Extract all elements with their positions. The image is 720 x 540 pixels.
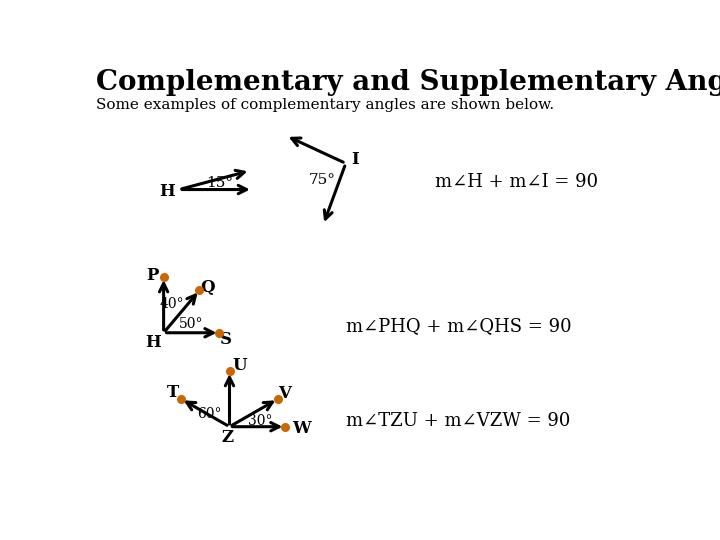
Text: Z: Z xyxy=(222,429,234,446)
Text: S: S xyxy=(220,331,232,348)
Text: H: H xyxy=(145,334,161,352)
Text: 30°: 30° xyxy=(248,414,273,428)
Text: U: U xyxy=(233,356,247,374)
Text: m∠TZU + m∠VZW = 90: m∠TZU + m∠VZW = 90 xyxy=(346,411,570,429)
Text: 75°: 75° xyxy=(309,173,336,187)
Text: Some examples of complementary angles are shown below.: Some examples of complementary angles ar… xyxy=(96,98,554,112)
Text: T: T xyxy=(167,384,179,401)
Text: m∠H + m∠I = 90: m∠H + m∠I = 90 xyxy=(435,173,598,191)
Text: Complementary and Supplementary Angles: Complementary and Supplementary Angles xyxy=(96,69,720,96)
Text: 60°: 60° xyxy=(197,407,222,421)
Text: 50°: 50° xyxy=(179,318,204,332)
Text: P: P xyxy=(147,267,159,284)
Text: 40°: 40° xyxy=(159,296,184,310)
Text: I: I xyxy=(351,151,359,168)
Text: W: W xyxy=(292,420,311,437)
Text: m∠PHQ + m∠QHS = 90: m∠PHQ + m∠QHS = 90 xyxy=(346,318,572,335)
Text: Q: Q xyxy=(201,280,215,296)
Text: V: V xyxy=(279,385,291,402)
Text: 15°: 15° xyxy=(206,176,233,190)
Text: H: H xyxy=(159,183,175,200)
